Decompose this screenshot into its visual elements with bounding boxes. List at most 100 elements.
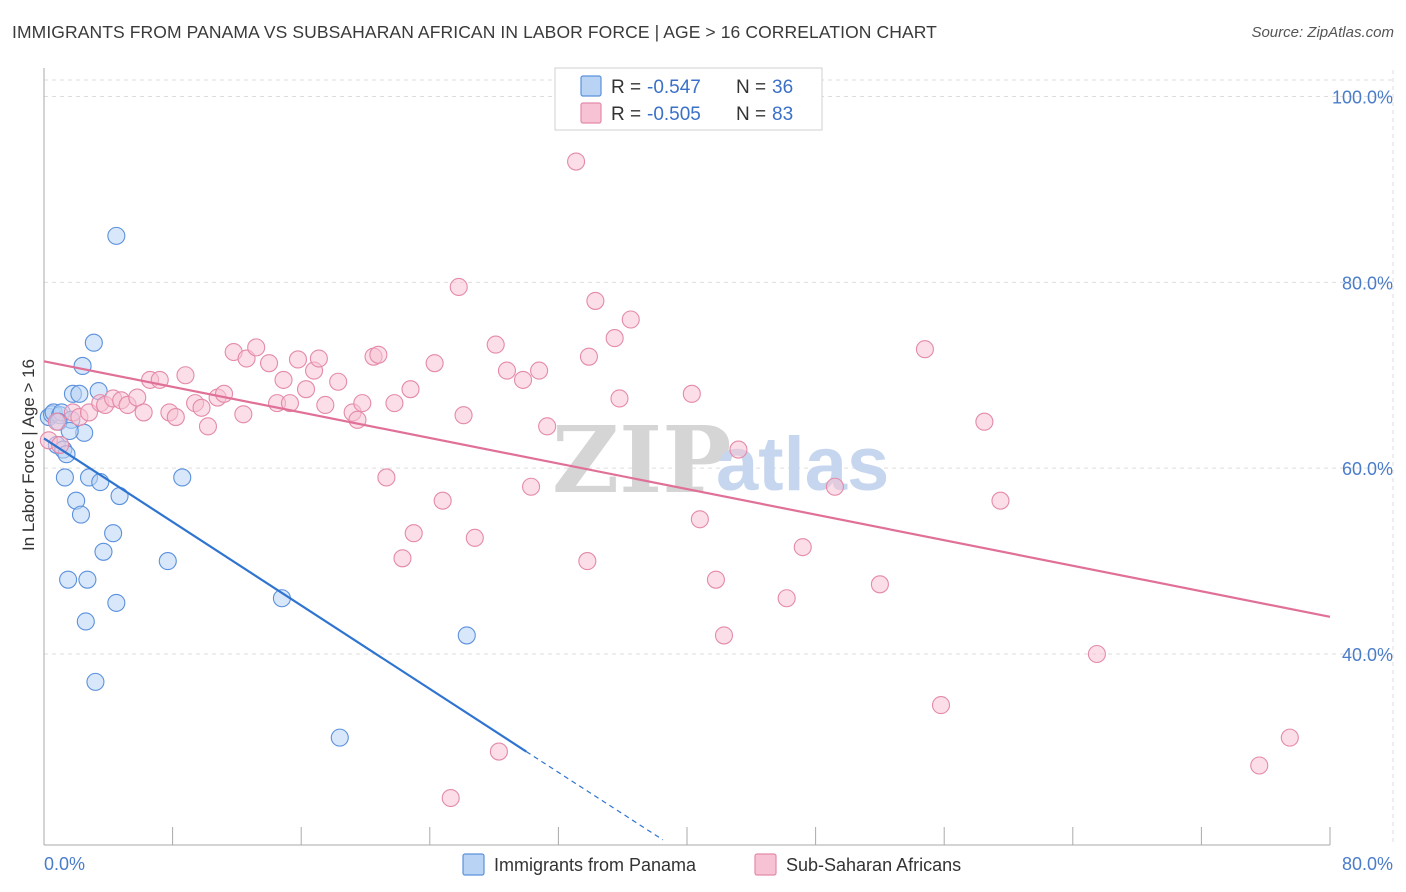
point-subsaharan — [329, 372, 348, 391]
bottom-legend-label-panama: Immigrants from Panama — [494, 855, 697, 875]
point-subsaharan — [497, 361, 517, 380]
point-subsaharan — [401, 380, 420, 399]
point-subsaharan — [192, 398, 211, 417]
point-subsaharan — [682, 384, 701, 403]
point-subsaharan — [166, 408, 185, 427]
point-subsaharan — [486, 335, 505, 354]
point-subsaharan — [610, 389, 629, 408]
y-tick-label: 60.0% — [1342, 459, 1393, 479]
axes — [43, 68, 1331, 846]
point-subsaharan — [296, 380, 316, 399]
point-subsaharan — [690, 510, 709, 529]
bottom-legend-swatch-blue — [462, 853, 485, 876]
point-panama — [457, 626, 476, 645]
point-subsaharan — [377, 468, 396, 487]
point-subsaharan — [280, 394, 299, 413]
chart-source: Source: ZipAtlas.com — [1251, 24, 1394, 41]
legend-n-value: 83 — [772, 104, 793, 125]
trend-lines — [43, 360, 1331, 841]
point-subsaharan — [176, 366, 195, 385]
point-panama — [78, 570, 97, 589]
legend-swatch-pink — [580, 102, 602, 124]
y-tick-labels: 40.0% 60.0% 80.0% 100.0% — [1332, 88, 1393, 666]
legend-r-value: -0.547 — [647, 77, 701, 98]
point-subsaharan — [522, 477, 541, 496]
point-subsaharan — [706, 570, 725, 589]
bottom-legend-swatch-pink — [754, 853, 777, 876]
legend-n-label: N = — [736, 104, 766, 125]
point-panama — [330, 728, 349, 747]
trend-line-panama — [43, 437, 527, 753]
bottom-legend-label-subsaharan: Sub-Saharan Africans — [786, 855, 961, 875]
point-subsaharan — [404, 524, 423, 543]
point-panama — [104, 524, 123, 543]
point-subsaharan — [393, 549, 412, 568]
point-subsaharan — [915, 340, 934, 359]
point-subsaharan — [385, 394, 404, 413]
point-subsaharan — [369, 345, 388, 364]
point-subsaharan — [1280, 728, 1299, 747]
point-subsaharan — [793, 538, 812, 557]
point-subsaharan — [578, 552, 597, 571]
point-subsaharan — [586, 291, 605, 310]
point-panama — [55, 468, 74, 487]
point-panama — [71, 505, 91, 524]
y-tick-label: 80.0% — [1342, 273, 1393, 293]
point-subsaharan — [621, 310, 640, 329]
point-subsaharan — [288, 350, 308, 369]
point-subsaharan — [47, 412, 66, 431]
legend-swatch-blue — [580, 75, 602, 97]
point-subsaharan — [134, 403, 153, 422]
point-panama — [76, 612, 95, 631]
point-subsaharan — [870, 575, 889, 594]
x-tick-label-min: 0.0% — [44, 854, 85, 874]
point-subsaharan — [441, 788, 460, 808]
point-subsaharan — [567, 152, 586, 171]
point-subsaharan — [247, 338, 266, 357]
point-panama — [84, 333, 103, 352]
point-subsaharan — [714, 626, 734, 645]
y-tick-label: 100.0% — [1332, 88, 1393, 108]
point-subsaharan — [513, 370, 533, 389]
data-points — [39, 152, 1299, 808]
legend-r-value: -0.505 — [647, 104, 701, 125]
point-subsaharan — [991, 491, 1010, 510]
trend-line-subsaharan — [43, 360, 1331, 618]
point-panama — [94, 542, 113, 561]
point-panama — [107, 593, 126, 612]
bottom-legend: Immigrants from Panama Sub-Saharan Afric… — [462, 853, 961, 876]
point-subsaharan — [214, 384, 234, 403]
chart-title: IMMIGRANTS FROM PANAMA VS SUBSAHARAN AFR… — [12, 22, 937, 42]
x-tick-label-max: 80.0% — [1342, 854, 1393, 874]
point-subsaharan — [777, 589, 796, 608]
legend: R = -0.547 N = 36 R = -0.505 N = 83 — [554, 67, 823, 131]
point-subsaharan — [489, 742, 508, 761]
point-panama — [173, 468, 192, 487]
point-subsaharan — [51, 435, 70, 454]
legend-n-label: N = — [736, 77, 766, 98]
point-subsaharan — [274, 370, 293, 389]
point-subsaharan — [454, 406, 473, 425]
point-subsaharan — [259, 354, 279, 373]
point-panama — [86, 672, 105, 691]
point-subsaharan — [316, 395, 335, 415]
trend-line-panama-extension — [525, 751, 664, 841]
point-subsaharan — [353, 394, 372, 413]
point-subsaharan — [825, 477, 844, 496]
point-subsaharan — [1087, 644, 1106, 664]
point-subsaharan — [465, 528, 484, 547]
point-subsaharan — [605, 329, 624, 348]
watermark-zip: ZIP — [552, 406, 731, 514]
point-panama — [70, 384, 89, 403]
y-tick-label: 40.0% — [1342, 645, 1393, 665]
point-panama — [73, 356, 92, 376]
legend-r-label: R = — [611, 77, 641, 98]
point-panama — [60, 421, 79, 441]
point-subsaharan — [975, 412, 994, 431]
legend-r-label: R = — [611, 104, 641, 125]
point-subsaharan — [1250, 756, 1269, 775]
point-subsaharan — [234, 405, 253, 424]
point-subsaharan — [198, 417, 218, 436]
point-subsaharan — [538, 417, 557, 436]
